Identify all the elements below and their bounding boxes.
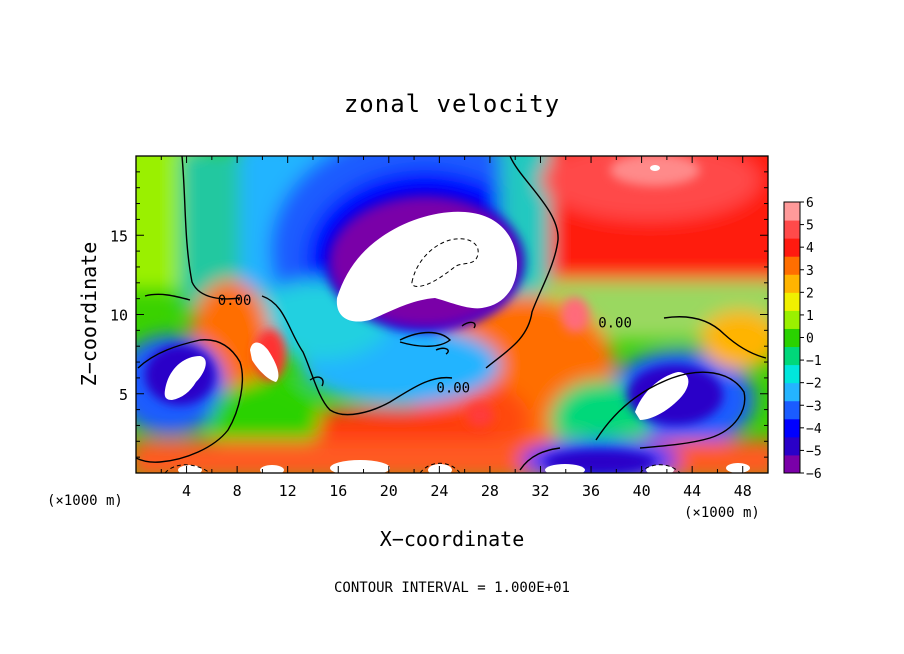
x-unit-right: (×1000 m): [684, 505, 760, 521]
colorbar-swatch: [784, 400, 800, 420]
dashed-contour-line: [164, 464, 211, 473]
colorbar-swatch: [784, 256, 800, 275]
white-region: [330, 460, 390, 473]
colorbar-tick-label: 5: [806, 219, 814, 234]
dashed-contour-line: [419, 462, 461, 473]
x-tick-label: 48: [734, 482, 752, 500]
zero-contour-line: [144, 293, 191, 301]
x-tick-label: 36: [582, 482, 600, 500]
field-region: [466, 403, 494, 427]
colorbar-tick-label: −4: [806, 422, 822, 437]
y-tick-label: 5: [119, 386, 128, 404]
x-tick-label: 16: [329, 482, 347, 500]
white-region: [428, 464, 452, 473]
contour-label: 0.00: [218, 293, 252, 309]
x-axis: 4 8 12 16 20 24 28 32 36 40 44 48: [160, 156, 752, 500]
zero-contour-line: [136, 339, 243, 463]
white-region: [726, 463, 750, 473]
y-tick-label: 15: [110, 227, 128, 245]
contour-label: 0.00: [436, 380, 470, 396]
white-region: [650, 165, 660, 171]
zero-contours: [136, 156, 767, 471]
zero-contour-line: [181, 156, 241, 300]
x-tick-label: 24: [430, 482, 448, 500]
white-region: [545, 464, 585, 473]
colorbar-tick-label: −6: [806, 467, 822, 482]
colorbar-swatch: [784, 274, 800, 293]
colorbar-tick-label: −5: [806, 444, 822, 459]
contour-labels: 0.00 0.00 0.00: [218, 293, 632, 396]
colorbar-swatch: [784, 238, 800, 257]
plot-area: 0.00 0.00 0.00: [136, 156, 768, 473]
zero-contour-line: [261, 295, 453, 416]
colorbar-swatch: [784, 328, 800, 348]
colorbar-tick-label: 0: [806, 332, 814, 347]
y-axis-label: Z−coordinate: [77, 242, 101, 387]
colorbar-swatch: [784, 220, 800, 239]
colorbar-tick-label: −1: [806, 354, 822, 369]
colorbar-tick-label: 3: [806, 264, 814, 279]
y-axis: 5 10 15: [110, 171, 768, 458]
x-axis-label: X−coordinate: [380, 527, 525, 551]
x-tick-label: 4: [182, 482, 191, 500]
colorbar-tick-label: 2: [806, 286, 814, 301]
colorbar-tick-label: 6: [806, 196, 814, 211]
x-tick-label: 20: [380, 482, 398, 500]
colorbar-tick-label: 4: [806, 241, 814, 256]
x-tick-label: 28: [481, 482, 499, 500]
x-tick-label: 12: [279, 482, 297, 500]
colorbar-swatch: [784, 382, 800, 402]
white-region: [164, 356, 206, 400]
white-region: [178, 465, 202, 473]
colorbar: [783, 201, 801, 474]
dashed-contour-line: [639, 464, 681, 473]
zero-contour-line: [595, 371, 746, 449]
out-of-range-regions: [164, 165, 750, 473]
field-region: [540, 156, 760, 220]
colorbar-swatch: [784, 418, 800, 438]
chart-title: zonal velocity: [344, 90, 560, 118]
colorbar-tick-label: −2: [806, 377, 822, 392]
zero-contour-line: [399, 331, 452, 347]
contour-interval-note: CONTOUR INTERVAL = 1.000E+01: [334, 580, 570, 596]
zero-contour-line: [519, 447, 561, 471]
colorbar-tick-label: 1: [806, 309, 814, 324]
x-tick-label: 44: [683, 482, 701, 500]
zero-contour-line: [663, 316, 767, 359]
zero-contour-line: [309, 376, 324, 387]
colorbar-swatch: [784, 202, 800, 221]
x-tick-label: 32: [531, 482, 549, 500]
colorbar-swatch: [784, 436, 800, 456]
x-unit-left: (×1000 m): [47, 493, 123, 509]
contour-label: 0.00: [598, 315, 632, 331]
jet-core-region: [336, 211, 518, 322]
colorbar-tick-label: −3: [806, 399, 822, 414]
x-tick-label: 8: [233, 482, 242, 500]
colorbar-swatch: [784, 292, 800, 311]
x-tick-label: 40: [633, 482, 651, 500]
colorbar-swatch: [784, 346, 800, 366]
field-region: [561, 297, 589, 333]
colorbar-swatch: [784, 310, 800, 329]
white-region: [635, 372, 689, 420]
colorbar-swatch: [784, 454, 800, 474]
zero-contour-line: [485, 156, 559, 369]
zero-contour-line: [461, 321, 476, 329]
field-region: [700, 310, 768, 370]
y-tick-label: 10: [110, 307, 128, 325]
negative-contours: [164, 238, 681, 473]
field-region: [136, 440, 768, 473]
colorbar-swatch: [784, 364, 800, 384]
zero-contour-line: [435, 347, 449, 355]
white-region: [260, 465, 284, 473]
colorbar-ticks: 6 5 4 3 2 1 0 −1 −2 −3 −4 −5 −6: [800, 196, 822, 482]
white-region: [250, 342, 279, 382]
